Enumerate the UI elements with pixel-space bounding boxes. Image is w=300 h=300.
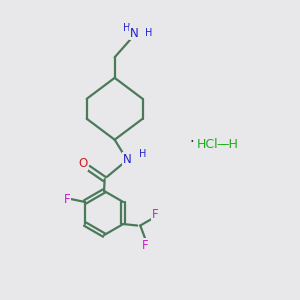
Text: N: N <box>123 153 132 166</box>
Text: F: F <box>64 193 70 206</box>
Text: HCl: HCl <box>197 138 219 151</box>
Text: H: H <box>123 23 130 33</box>
Text: H: H <box>139 149 147 159</box>
Text: H: H <box>146 28 153 38</box>
Text: O: O <box>79 157 88 170</box>
Text: F: F <box>152 208 158 221</box>
Text: —H: —H <box>216 138 238 151</box>
Text: ·: · <box>190 135 194 150</box>
Text: N: N <box>130 27 139 40</box>
Text: F: F <box>142 239 149 252</box>
